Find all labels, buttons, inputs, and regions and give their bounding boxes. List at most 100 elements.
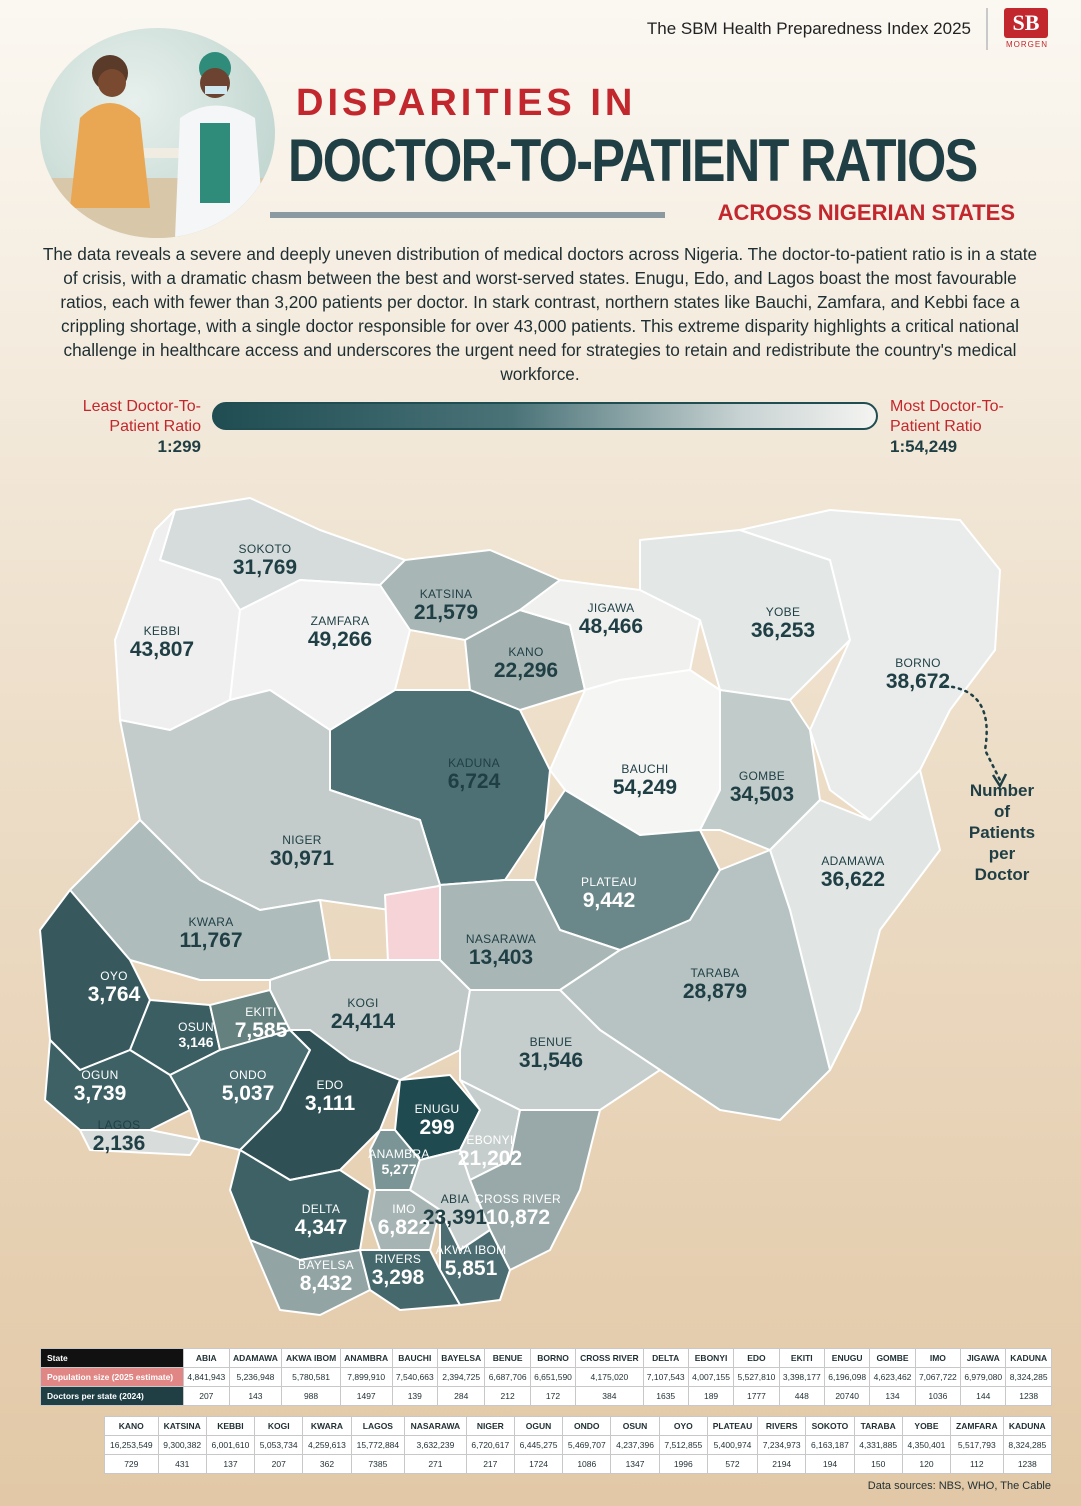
- state-header-cell: SOKOTO: [805, 1416, 855, 1436]
- doctors-cell: 271: [404, 1454, 467, 1474]
- doctors-cell: 194: [805, 1454, 855, 1474]
- row-label-population: Population size (2025 estimate): [39, 1367, 185, 1387]
- nigeria-map: SOKOTO 31,769 KEBBI 43,807 ZAMFARA 49,266 K…: [0, 490, 1081, 1330]
- doctors-cell: 189: [687, 1386, 735, 1406]
- scale-left-label-1: Least Doctor-To-: [82, 398, 201, 415]
- scale-right-value: 1:54,249: [890, 437, 958, 456]
- state-label-borno: BORNO 38,672: [885, 656, 951, 693]
- doctors-cell: 448: [778, 1386, 825, 1406]
- population-cell: 7,067,722: [914, 1367, 962, 1387]
- scale-left: Least Doctor-To- Patient Ratio 1:299: [83, 397, 201, 457]
- scale-right-label-2: Patient Ratio: [890, 418, 982, 435]
- doctors-cell: 362: [302, 1454, 352, 1474]
- state-label-niger: NIGER 30,971: [269, 833, 335, 870]
- population-cell: 3,398,177: [778, 1367, 825, 1387]
- state-label-ekiti: EKITI 7,585: [234, 1005, 288, 1042]
- state-label-kaduna: KADUNA 6,724: [447, 756, 501, 793]
- population-cell: 6,979,080: [960, 1367, 1007, 1387]
- doctors-cell: 2194: [757, 1454, 807, 1474]
- doctors-cell: 572: [706, 1454, 759, 1474]
- state-label-edo: EDO 3,111: [304, 1078, 356, 1115]
- doctors-cell: 217: [465, 1454, 515, 1474]
- state-header-cell: GOMBE: [869, 1348, 916, 1368]
- map-svg: [39, 497, 1008, 1316]
- legend-note: Number of Patients per Doctor: [968, 781, 1036, 884]
- logo-subtext: MORGEN: [1006, 40, 1048, 49]
- state-shape-rivers: [359, 1249, 461, 1311]
- state-label-bayelsa: BAYELSA 8,432: [298, 1258, 354, 1295]
- population-cell: 5,236,948: [228, 1367, 283, 1387]
- state-header-cell: PLATEAU: [706, 1416, 759, 1436]
- doctors-cell: 150: [853, 1454, 903, 1474]
- doctors-cell: 120: [901, 1454, 952, 1474]
- state-header-cell: TARABA: [853, 1416, 903, 1436]
- table-row-population: 16,253,549 9,300,382 6,001,610 5,053,734 4,2…: [104, 1435, 1053, 1455]
- population-cell: 5,527,810: [733, 1367, 780, 1387]
- intro-paragraph: The data reveals a severe and deeply une…: [42, 244, 1038, 384]
- state-header-cell: BORNO: [529, 1348, 577, 1368]
- divider: [986, 8, 988, 50]
- doctors-cell: 1347: [610, 1454, 660, 1474]
- population-cell: 7,234,973: [757, 1435, 807, 1455]
- state-header-cell: EKITI: [778, 1348, 825, 1368]
- state-label-kwara: KWARA 11,767: [179, 915, 243, 952]
- state-label-plateau: PLATEAU 9,442: [581, 875, 637, 912]
- state-header-cell: OSUN: [610, 1416, 660, 1436]
- doctors-cell: 207: [254, 1454, 304, 1474]
- callout-arrow: [991, 773, 1008, 789]
- state-label-imo: IMO 6,822: [377, 1202, 431, 1239]
- population-cell: 7,540,663: [391, 1367, 438, 1387]
- population-cell: 6,001,610: [205, 1435, 256, 1455]
- state-label-abia: ABIA 23,391: [422, 1192, 488, 1229]
- doctors-cell: 431: [157, 1454, 207, 1474]
- doctors-cell: 384: [575, 1386, 644, 1406]
- state-header-cell: NIGER: [465, 1416, 515, 1436]
- state-label-sokoto: SOKOTO 31,769: [232, 542, 298, 579]
- state-shape-lagos: [79, 1129, 201, 1156]
- state-label-benue: BENUE 31,546: [518, 1035, 584, 1072]
- population-cell: 8,324,285: [1005, 1367, 1052, 1387]
- doctors-cell: 729: [104, 1454, 159, 1474]
- state-label-adamawa: ADAMAWA 36,622: [820, 854, 886, 891]
- scale-left-label-2: Patient Ratio: [109, 418, 201, 435]
- doctors-cell: 172: [529, 1386, 577, 1406]
- data-sources: Data sources: NBS, WHO, The Cable: [867, 1480, 1051, 1492]
- state-header-cell: LAGOS: [350, 1416, 406, 1436]
- state-header-cell: ANAMBRA: [339, 1348, 393, 1368]
- title-line-3: ACROSS NIGERIAN STATES: [717, 200, 1015, 225]
- population-cell: 8,324,285: [1002, 1435, 1053, 1455]
- doctors-cell: 284: [436, 1386, 486, 1406]
- state-header-cell: BENUE: [484, 1348, 531, 1368]
- population-cell: 4,007,155: [687, 1367, 735, 1387]
- population-cell: 6,196,098: [823, 1367, 871, 1387]
- population-cell: 5,400,974: [706, 1435, 759, 1455]
- population-cell: 5,517,793: [950, 1435, 1004, 1455]
- population-cell: 4,259,613: [302, 1435, 352, 1455]
- state-label-cross-river: CROSS RIVER 10,872: [475, 1192, 561, 1229]
- table-row-doctors: Doctors per state (2024) 207 143 988 1497 139…: [39, 1386, 1052, 1406]
- doctors-cell: 139: [391, 1386, 438, 1406]
- state-label-gombe: GOMBE 34,503: [729, 769, 795, 806]
- state-header-cell: KOGI: [254, 1416, 304, 1436]
- doctors-cell: 1238: [1002, 1454, 1053, 1474]
- population-cell: 2,394,725: [436, 1367, 486, 1387]
- state-label-jigawa: JIGAWA 48,466: [578, 601, 644, 638]
- logo-mark: SB: [1004, 8, 1048, 38]
- population-cell: 9,300,382: [157, 1435, 207, 1455]
- state-header-cell: ENUGU: [823, 1348, 871, 1368]
- brand-title: The SBM Health Preparedness Index 2025: [646, 19, 971, 38]
- doctors-cell: 1996: [658, 1454, 708, 1474]
- doctors-cell: 988: [281, 1386, 341, 1406]
- doctors-cell: 112: [950, 1454, 1004, 1474]
- state-label-osun: OSUN 3,146: [178, 1020, 214, 1050]
- state-header-cell: JIGAWA: [960, 1348, 1007, 1368]
- scale-right: Most Doctor-To- Patient Ratio 1:54,249: [890, 397, 1004, 457]
- table-row-state: State ABIA ADAMAWA AKWA IBOM ANAMBRA BAUCHI BA…: [39, 1348, 1052, 1368]
- population-cell: 4,331,885: [853, 1435, 903, 1455]
- population-cell: 6,687,706: [484, 1367, 531, 1387]
- state-label-oyo: OYO 3,764: [87, 969, 141, 1006]
- state-header-cell: KEBBI: [205, 1416, 256, 1436]
- state-header-cell: ABIA: [183, 1348, 230, 1368]
- state-label-katsina: KATSINA 21,579: [413, 587, 479, 624]
- state-label-akwa-ibom: AKWA IBOM 5,851: [435, 1243, 507, 1280]
